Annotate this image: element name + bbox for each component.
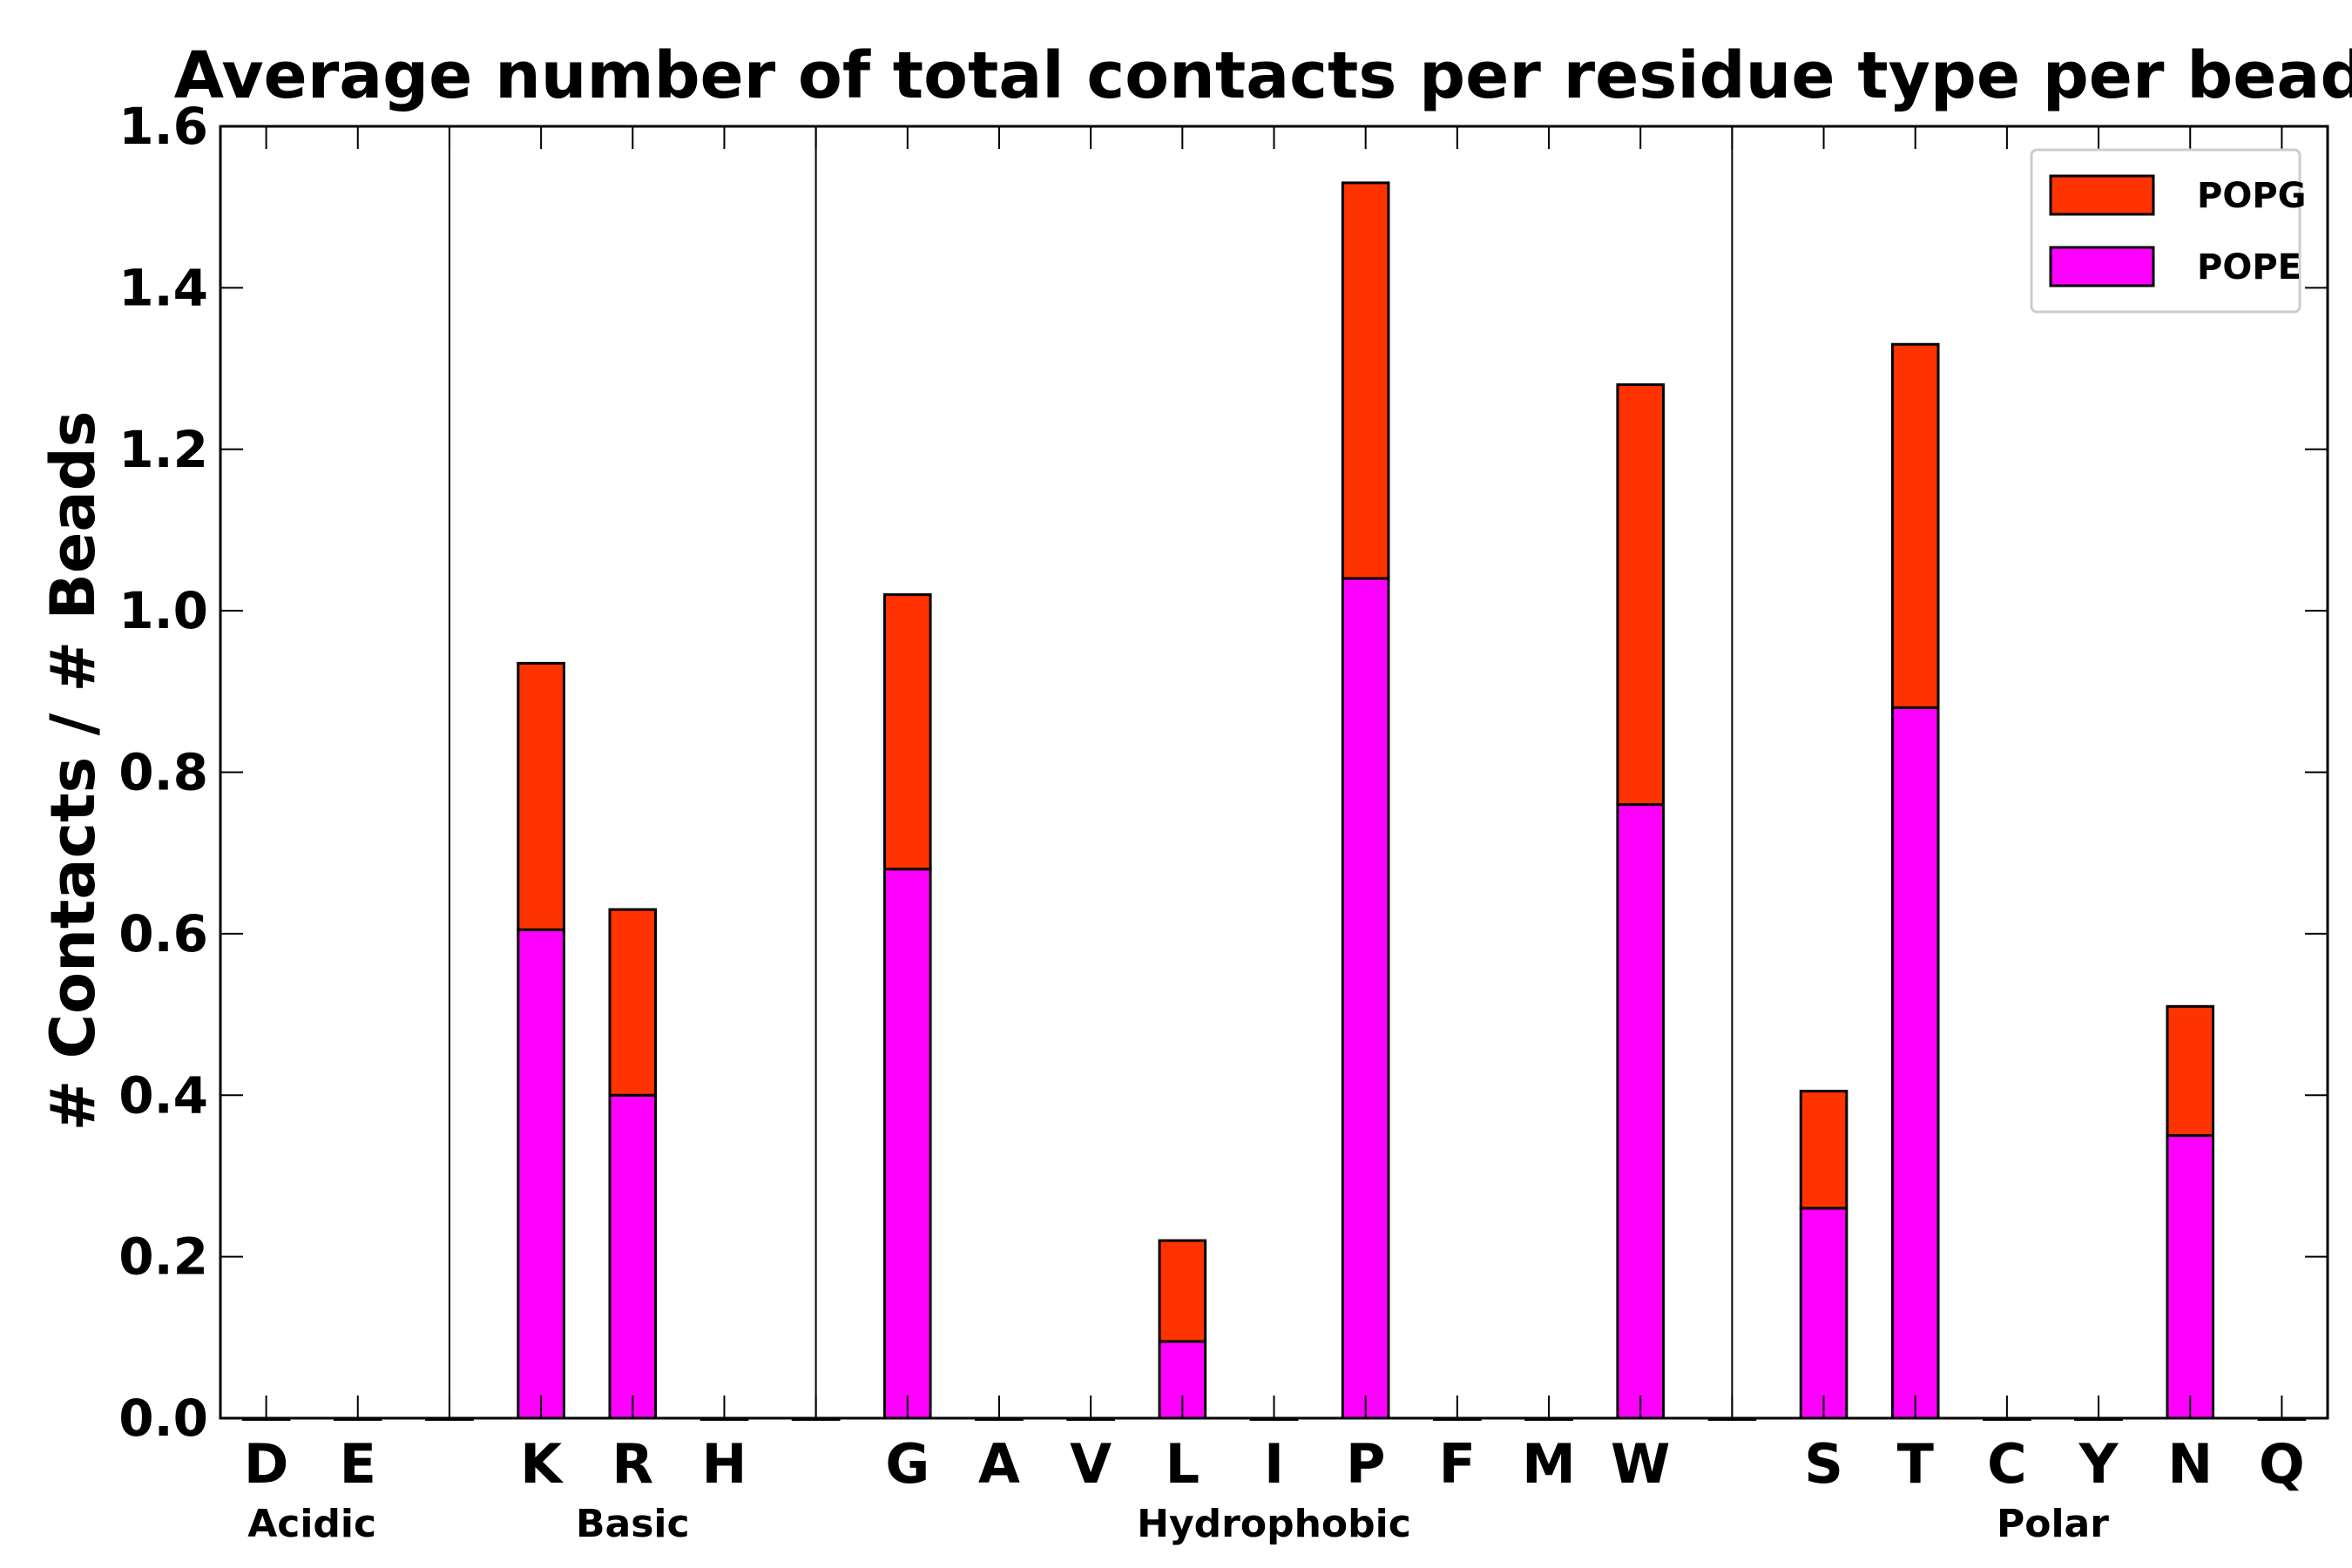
bar-popg-R: [608, 908, 658, 1097]
group-label-acidic: Acidic: [247, 1502, 376, 1546]
bar-pope-G: [883, 868, 932, 1420]
x-tick-label-Y: Y: [2078, 1432, 2119, 1496]
bar-pope-R: [608, 1093, 658, 1420]
x-tick-label-M: M: [1522, 1432, 1576, 1496]
bar-pope-K: [517, 928, 565, 1420]
x-tick-label-N: N: [2167, 1432, 2213, 1496]
y-tick-label: 0.4: [118, 1065, 208, 1125]
bar-popg-W: [1616, 383, 1665, 807]
legend-box: [2030, 148, 2301, 314]
x-tick-label-A: A: [978, 1432, 1020, 1496]
x-tick-label-V: V: [1070, 1432, 1112, 1496]
bar-popg-G: [883, 593, 932, 871]
group-label-basic: Basic: [576, 1502, 690, 1546]
legend-label-popg: POPG: [2197, 176, 2306, 216]
x-tick-label-D: D: [244, 1432, 288, 1496]
y-tick-label: 0.8: [118, 743, 208, 802]
y-tick-label: 0.2: [118, 1227, 208, 1287]
y-tick-label: 1.2: [118, 420, 208, 479]
bar-pope-S: [1799, 1206, 1848, 1420]
bar-popg-T: [1890, 342, 1940, 709]
y-axis-label: # Contacts / # Beads: [37, 411, 109, 1132]
y-tick-label: 1.4: [118, 258, 208, 317]
bar-popg-N: [2166, 1004, 2215, 1138]
group-label-hydrophobic: Hydrophobic: [1137, 1502, 1411, 1546]
legend-label-pope: POPE: [2197, 247, 2301, 287]
x-tick-label-K: K: [520, 1432, 564, 1496]
bar-popg-S: [1799, 1090, 1848, 1210]
bar-popg-P: [1341, 181, 1390, 580]
x-tick-label-I: I: [1264, 1432, 1284, 1496]
bar-pope-P: [1341, 577, 1390, 1420]
plot-area: 0.0 0.2 0.4 0.6 0.8 1.0 1.2 1.4 1.6 D E K R H G A V L I P F M…: [118, 97, 2329, 1546]
y-tick-label: 0.0: [118, 1389, 208, 1448]
x-tick-label-T: T: [1897, 1432, 1934, 1496]
y-tick-label: 1.6: [118, 97, 208, 156]
y-tick-label: 1.0: [118, 581, 208, 640]
bar-popg-L: [1158, 1239, 1207, 1343]
y-tick-label: 0.6: [118, 904, 208, 963]
x-tick-label-F: F: [1439, 1432, 1476, 1496]
x-tick-label-L: L: [1166, 1432, 1200, 1496]
x-tick-label-H: H: [702, 1432, 747, 1496]
bar-popg-K: [517, 661, 565, 931]
x-tick-label-P: P: [1346, 1432, 1385, 1496]
x-tick-label-R: R: [612, 1432, 653, 1496]
bar-pope-N: [2166, 1134, 2215, 1420]
group-label-polar: Polar: [1997, 1502, 2109, 1546]
x-tick-label-W: W: [1611, 1432, 1670, 1496]
legend-swatch-popg: [2049, 174, 2155, 216]
x-tick-label-G: G: [885, 1432, 929, 1496]
legend-swatch-pope: [2049, 246, 2155, 287]
bar-pope-W: [1616, 803, 1665, 1420]
x-tick-label-C: C: [1987, 1432, 2027, 1496]
x-tick-label-E: E: [340, 1432, 376, 1496]
bar-pope-T: [1890, 706, 1940, 1420]
x-tick-label-S: S: [1804, 1432, 1843, 1496]
chart-title: Average number of total contacts per res…: [174, 38, 2352, 113]
x-tick-label-Q: Q: [2259, 1432, 2305, 1496]
